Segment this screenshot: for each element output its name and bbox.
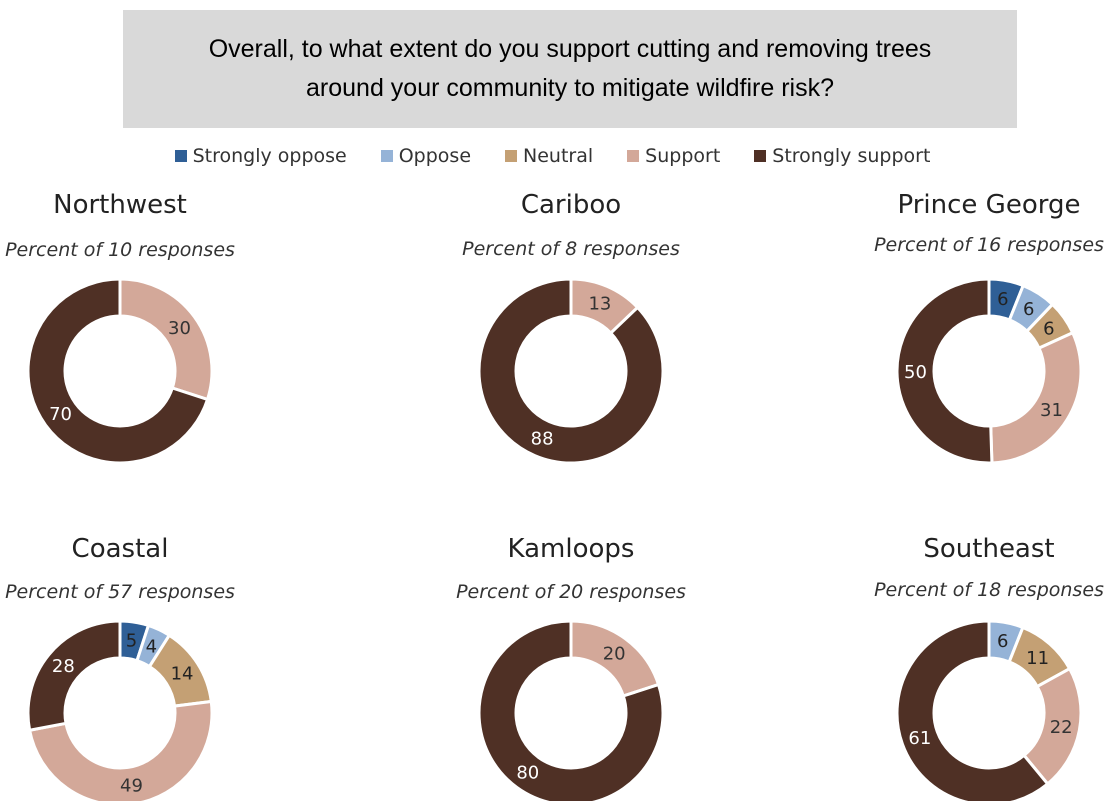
donut-chart-northwest: Northwest Percent of 10 responses 30 70 [0, 190, 240, 470]
donut-slice-strongly-support [895, 277, 994, 465]
donut-chart-southeast: Southeast Percent of 18 responses 6 11 22 6… [869, 534, 1105, 801]
chart-title-line-2: around your community to mitigate wildfi… [306, 74, 834, 102]
chart-region-title: Prince George [897, 190, 1081, 220]
donut-svg: 5 4 14 49 28 [26, 619, 214, 801]
donut-data-label: 6 [1043, 318, 1054, 339]
donut-data-label: 49 [120, 776, 143, 797]
legend-item-oppose: Oppose [380, 145, 472, 167]
chart-region-subtitle: Percent of 8 responses [462, 238, 680, 260]
legend-label-neutral: Neutral [523, 145, 594, 167]
chart-title-line-1: Overall, to what extent do you support c… [208, 35, 932, 63]
donut-svg: 13 88 [477, 277, 665, 465]
chart-region-title: Coastal [71, 534, 169, 564]
legend-swatch-support [627, 150, 640, 162]
chart-region-subtitle: Percent of 18 responses [874, 579, 1104, 601]
legend-label-strongly-oppose: Strongly oppose [192, 145, 347, 167]
legend-item-strongly-oppose: Strongly oppose [174, 145, 347, 167]
donut-data-label: 70 [49, 404, 72, 425]
donut-svg: 6 11 22 61 [895, 619, 1083, 801]
legend-item-support: Support [627, 145, 720, 167]
donut-data-label: 14 [171, 664, 194, 685]
donut-data-label: 61 [908, 728, 931, 749]
donut-data-label: 5 [126, 630, 137, 651]
donut-slice-support [118, 277, 214, 402]
donut-slice-strongly-support [26, 619, 122, 732]
chart-region-title: Southeast [923, 534, 1055, 564]
donut-data-label: 20 [603, 644, 626, 665]
donut-slice-support [27, 699, 214, 801]
donut-data-label: 6 [997, 289, 1008, 310]
legend-swatch-strongly-support [754, 150, 767, 162]
donut-data-label: 50 [904, 362, 927, 383]
legend-swatch-strongly-oppose [174, 150, 187, 162]
donut-data-label: 6 [1023, 299, 1034, 320]
chart-region-title: Kamloops [507, 534, 635, 564]
donut-data-label: 31 [1040, 400, 1063, 421]
donut-slice-strongly-support [895, 619, 1050, 801]
donut-chart-cariboo: Cariboo Percent of 8 responses 13 88 [451, 190, 691, 470]
legend-item-neutral: Neutral [505, 145, 593, 167]
donut-data-label: 4 [146, 636, 157, 657]
chart-region-subtitle: Percent of 20 responses [456, 581, 686, 603]
legend-item-strongly-support: Strongly support [754, 145, 930, 167]
legend-label-strongly-support: Strongly support [772, 145, 931, 167]
donut-chart-coastal: Coastal Percent of 57 responses 5 4 14 49 28 [0, 534, 240, 801]
donut-data-label: 13 [588, 293, 611, 314]
chart-region-subtitle: Percent of 57 responses [5, 581, 235, 603]
donut-slice-strongly-support [477, 619, 665, 801]
chart-region-title: Cariboo [520, 190, 622, 220]
legend: Strongly oppose Oppose Neutral Support S… [0, 145, 1105, 167]
legend-label-support: Support [645, 145, 721, 167]
donut-data-label: 28 [52, 656, 75, 677]
donut-data-label: 30 [168, 318, 191, 339]
legend-label-oppose: Oppose [398, 145, 472, 167]
donut-data-label: 11 [1026, 648, 1049, 669]
donut-data-label: 22 [1050, 717, 1073, 738]
chart-region-subtitle: Percent of 10 responses [5, 239, 235, 261]
donut-data-label: 6 [997, 631, 1008, 652]
donut-slice-strongly-support [477, 277, 665, 465]
chart-title-box: Overall, to what extent do you support c… [123, 10, 1017, 128]
legend-swatch-neutral [505, 150, 518, 162]
donut-slice-strongly-support [26, 277, 210, 465]
donut-svg: 30 70 [26, 277, 214, 465]
chart-region-subtitle: Percent of 16 responses [874, 234, 1104, 256]
donut-slice-support [989, 330, 1083, 465]
donut-data-label: 88 [531, 429, 554, 450]
donut-data-label: 80 [516, 762, 539, 783]
donut-chart-kamloops: Kamloops Percent of 20 responses 20 80 [451, 534, 691, 801]
legend-swatch-oppose [380, 150, 393, 162]
chart-region-title: Northwest [53, 190, 187, 220]
